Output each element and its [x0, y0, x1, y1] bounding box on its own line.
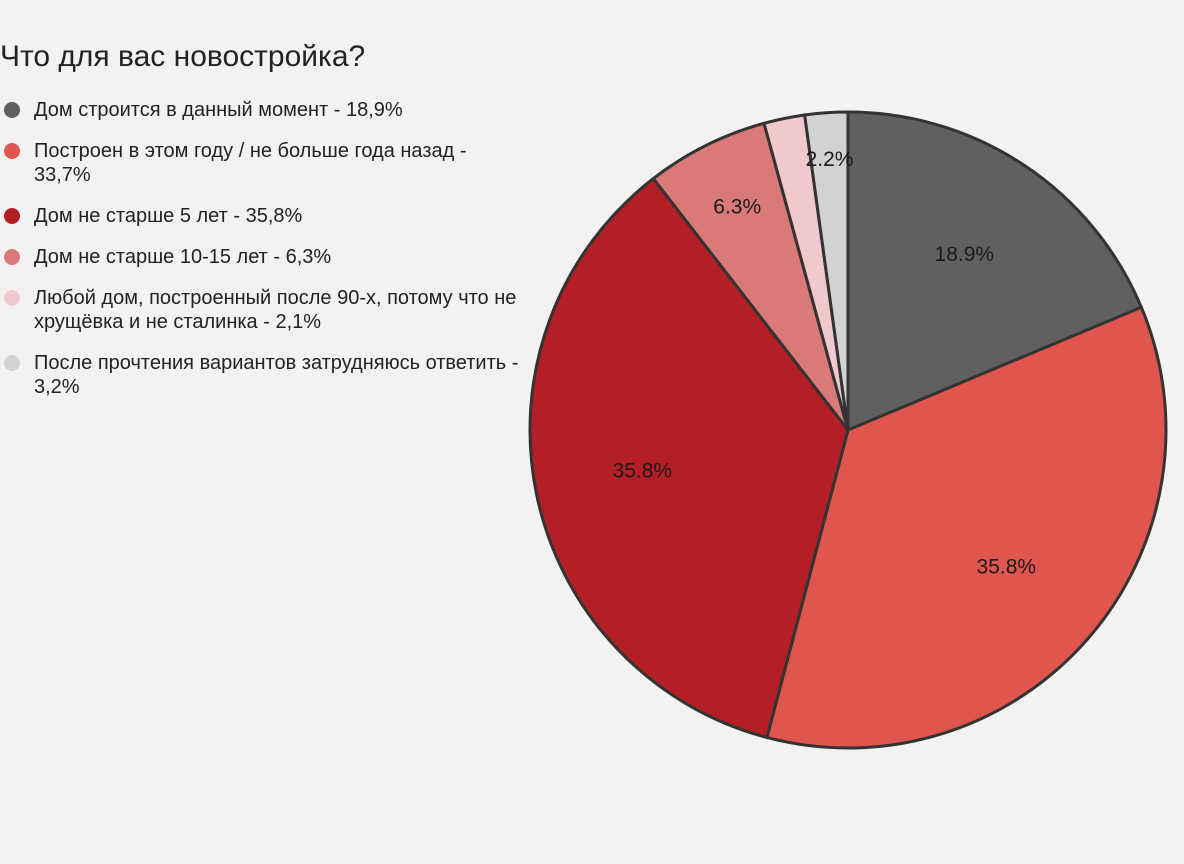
pie-slice [846, 110, 1144, 433]
pie-slice [651, 121, 850, 431]
pie-slice [802, 110, 850, 431]
data-label: 6.3% [713, 196, 761, 219]
chart-title: Что для вас новостройка? [0, 40, 366, 73]
legend-item: Дом не старше 5 лет - 35,8% [0, 204, 520, 228]
legend-label: Любой дом, построенный после 90-х, потом… [34, 287, 517, 333]
legend-marker [4, 355, 20, 371]
legend-item: Любой дом, построенный после 90-х, потом… [0, 286, 520, 334]
legend-label: Дом не старше 5 лет - 35,8% [34, 205, 303, 227]
pie-slice [528, 176, 850, 740]
legend-label: Построен в этом году / не больше года на… [34, 140, 467, 186]
legend-label: После прочтения вариантов затрудняюсь от… [34, 352, 519, 398]
legend-item: После прочтения вариантов затрудняюсь от… [0, 351, 520, 399]
legend: Дом строится в данный момент - 18,9% Пост… [0, 98, 520, 416]
legend-marker [4, 249, 20, 265]
pie-slice [765, 305, 1168, 750]
legend-item: Дом не старше 10-15 лет - 6,3% [0, 245, 520, 269]
data-label: 18.9% [935, 243, 995, 266]
legend-marker [4, 208, 20, 224]
legend-item: Построен в этом году / не больше года на… [0, 139, 520, 187]
data-label: 2.2% [806, 148, 854, 171]
data-label: 35.8% [977, 555, 1037, 578]
legend-marker [4, 290, 20, 306]
legend-marker [4, 143, 20, 159]
legend-label: Дом строится в данный момент - 18,9% [34, 99, 403, 121]
legend-item: Дом строится в данный момент - 18,9% [0, 98, 520, 122]
legend-marker [4, 102, 20, 118]
legend-label: Дом не старше 10-15 лет - 6,3% [34, 246, 332, 268]
data-label: 35.8% [613, 459, 673, 482]
